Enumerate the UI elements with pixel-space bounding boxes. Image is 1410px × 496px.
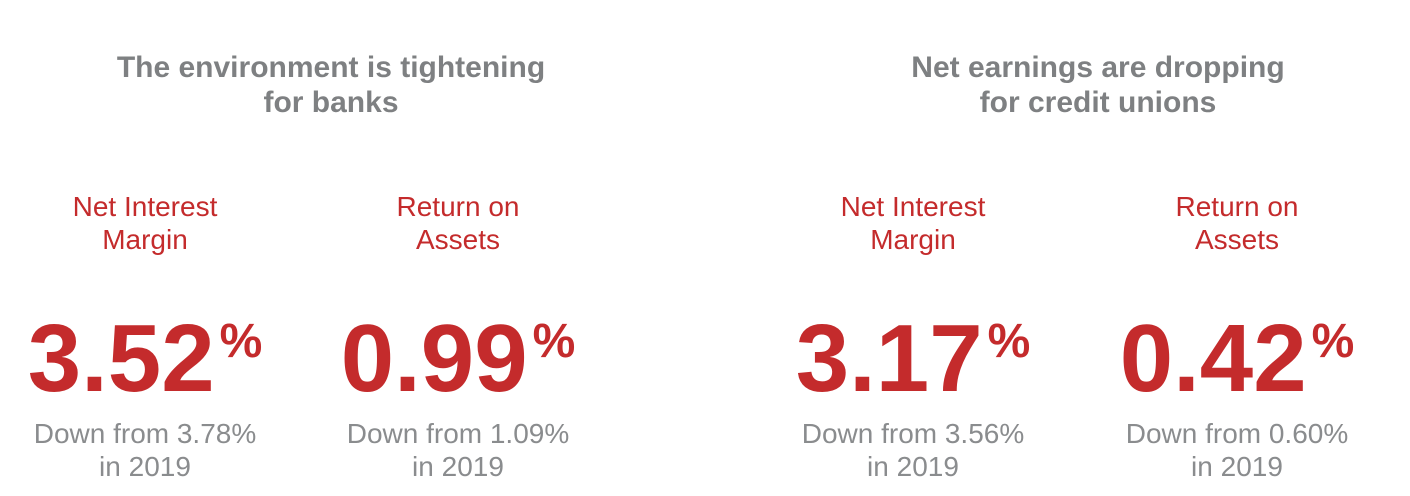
stat-label-line2: Assets: [415, 224, 501, 255]
credit-unions-net-interest-margin-stat: Net Interest Margin 3.17% Down from 3.56…: [743, 190, 1083, 483]
banks-return-on-assets-stat: Return on Assets 0.99% Down from 1.09% i…: [288, 190, 628, 483]
banks-headline-line2: for banks: [263, 86, 399, 119]
percent-sign: %: [987, 315, 1031, 368]
stat-note-line2: in 2019: [412, 451, 504, 482]
stat-note: Down from 3.78% in 2019: [34, 417, 257, 483]
stat-number: 0.42: [1119, 305, 1307, 412]
stat-note-line2: in 2019: [99, 451, 191, 482]
credit-unions-headline: Net earnings are dropping for credit uni…: [911, 50, 1284, 120]
stat-label: Net Interest Margin: [841, 190, 986, 256]
banks-headline-line1: The environment is tightening: [116, 51, 546, 84]
stat-label: Net Interest Margin: [73, 190, 218, 256]
stat-label: Return on Assets: [1176, 190, 1299, 256]
percent-sign: %: [532, 315, 576, 368]
stat-note-line1: Down from 3.56%: [801, 418, 1025, 449]
stat-note-line2: in 2019: [1191, 451, 1283, 482]
stat-number: 0.99: [340, 305, 528, 412]
banks-net-interest-margin-stat: Net Interest Margin 3.52% Down from 3.78…: [0, 190, 315, 483]
stat-note: Down from 0.60% in 2019: [1126, 417, 1349, 483]
percent-sign: %: [1311, 315, 1355, 368]
stat-label-line1: Net Interest: [840, 191, 986, 222]
stat-note-line1: Down from 1.09%: [346, 418, 570, 449]
credit-unions-headline-line2: for credit unions: [979, 86, 1217, 119]
stat-value: 0.99%: [341, 294, 576, 407]
stat-label-line2: Margin: [102, 224, 188, 255]
stat-number: 3.52: [27, 305, 215, 412]
banks-headline: The environment is tightening for banks: [117, 50, 545, 120]
stat-label-line2: Margin: [870, 224, 956, 255]
percent-sign: %: [219, 315, 263, 368]
stat-value: 3.52%: [28, 294, 263, 407]
stat-label-line1: Return on: [1175, 191, 1299, 222]
stat-note: Down from 1.09% in 2019: [347, 417, 570, 483]
credit-unions-headline-line1: Net earnings are dropping: [911, 51, 1285, 84]
stat-note-line1: Down from 0.60%: [1125, 418, 1349, 449]
credit-unions-return-on-assets-stat: Return on Assets 0.42% Down from 0.60% i…: [1067, 190, 1407, 483]
stat-label-line2: Assets: [1194, 224, 1280, 255]
stat-label-line1: Net Interest: [72, 191, 218, 222]
stat-note-line1: Down from 3.78%: [33, 418, 257, 449]
stat-value: 3.17%: [796, 294, 1031, 407]
stat-note-line2: in 2019: [867, 451, 959, 482]
stat-label: Return on Assets: [397, 190, 520, 256]
stat-label-line1: Return on: [396, 191, 520, 222]
stat-value: 0.42%: [1120, 294, 1355, 407]
stat-number: 3.17: [795, 305, 983, 412]
stat-note: Down from 3.56% in 2019: [802, 417, 1025, 483]
